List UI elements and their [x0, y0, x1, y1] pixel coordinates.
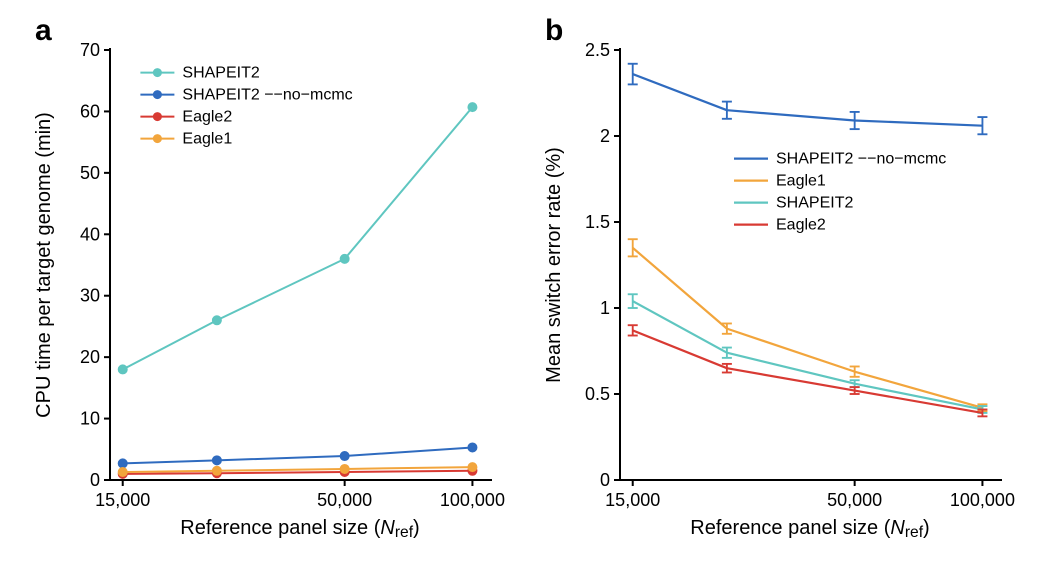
panel-b-label: b: [545, 14, 563, 47]
panel-a-legend-label: Eagle1: [182, 131, 232, 148]
panel-a-series-line: [123, 107, 473, 369]
panel-a-ytick-label: 20: [80, 347, 100, 367]
panel-a-marker: [212, 456, 221, 465]
panel-b-series-line: [633, 248, 983, 408]
panel-a-label: a: [35, 14, 52, 47]
panel-b-series-line: [633, 74, 983, 126]
panel-b-xlabel: Reference panel size (Nref): [690, 517, 929, 541]
panel-a-ytick-label: 10: [80, 409, 100, 429]
figure-container: a01020304050607015,00050,000100,000CPU t…: [0, 0, 1048, 567]
panel-a-ytick-label: 0: [90, 470, 100, 490]
panel-b-ytick-label: 0.5: [585, 384, 610, 404]
panel-b-xtick-label: 15,000: [605, 490, 660, 510]
panel-a-ytick-label: 70: [80, 40, 100, 60]
panel-a-xtick-label: 15,000: [95, 490, 150, 510]
panel-a-legend-label: SHAPEIT2: [182, 65, 259, 82]
panel-a-marker: [468, 443, 477, 452]
panel-a-marker: [468, 103, 477, 112]
panel-b-xtick-label: 50,000: [827, 490, 882, 510]
panel-a-series-line: [123, 447, 473, 463]
panel-b-legend-label: Eagle1: [776, 173, 826, 190]
panel-a-group: a 0 10 20 30 40 50 60 70 15,000 50,000 100,000 CPU t…: [33, 14, 505, 541]
panel-b-ytick-label: 2: [600, 126, 610, 146]
panel-a-marker: [340, 452, 349, 461]
panel-a-xtick-label: 50,000: [317, 490, 372, 510]
panel-a-legend-marker: [153, 112, 162, 121]
panel-a-xlabel: Reference panel size (Nref): [180, 517, 419, 541]
panel-b-legend-label: SHAPEIT2 −−no−mcmc: [776, 151, 946, 168]
figure-svg: a01020304050607015,00050,000100,000CPU t…: [0, 0, 1048, 567]
panel-a-marker: [212, 316, 221, 325]
panel-a-ytick-label: 60: [80, 101, 100, 121]
panel-a-legend: SHAPEIT2 SHAPEIT2 −−no−mcmc Eagle2 Eagle1: [140, 65, 352, 148]
panel-a-marker: [468, 463, 477, 472]
panel-a-marker: [118, 459, 127, 468]
panel-a-ytick-label: 50: [80, 163, 100, 183]
panel-b-legend-label: SHAPEIT2: [776, 195, 853, 212]
panel-b-legend: SHAPEIT2 −−no−mcmc Eagle1 SHAPEIT2 Eagle2: [734, 151, 946, 234]
panel-a-marker: [118, 468, 127, 477]
panel-b-group: b 0 0.5 1 1.5 2 2.5 15,000 50,000 100,000 Mean swi…: [543, 14, 1015, 541]
panel-a-legend-label: Eagle2: [182, 109, 232, 126]
panel-b-legend-label: Eagle2: [776, 217, 826, 234]
panel-a-marker: [212, 466, 221, 475]
panel-a-legend-marker: [153, 134, 162, 143]
panel-a-marker: [340, 254, 349, 263]
panel-a-ylabel: CPU time per target genome (min): [33, 112, 55, 418]
panel-b-xtick-label: 100,000: [950, 490, 1015, 510]
panel-b-ytick-label: 1: [600, 298, 610, 318]
panel-a-xtick-label: 100,000: [440, 490, 505, 510]
panel-a-legend-marker: [153, 68, 162, 77]
panel-b-ylabel: Mean switch error rate (%): [543, 147, 565, 383]
panel-a-marker: [340, 464, 349, 473]
panel-a-ytick-label: 30: [80, 286, 100, 306]
panel-b-ytick-label: 1.5: [585, 212, 610, 232]
panel-a-marker: [118, 365, 127, 374]
panel-b-ytick-label: 0: [600, 470, 610, 490]
panel-a-legend-label: SHAPEIT2 −−no−mcmc: [182, 87, 352, 104]
panel-b-ytick-label: 2.5: [585, 40, 610, 60]
panel-a-ytick-label: 40: [80, 224, 100, 244]
panel-a-legend-marker: [153, 90, 162, 99]
